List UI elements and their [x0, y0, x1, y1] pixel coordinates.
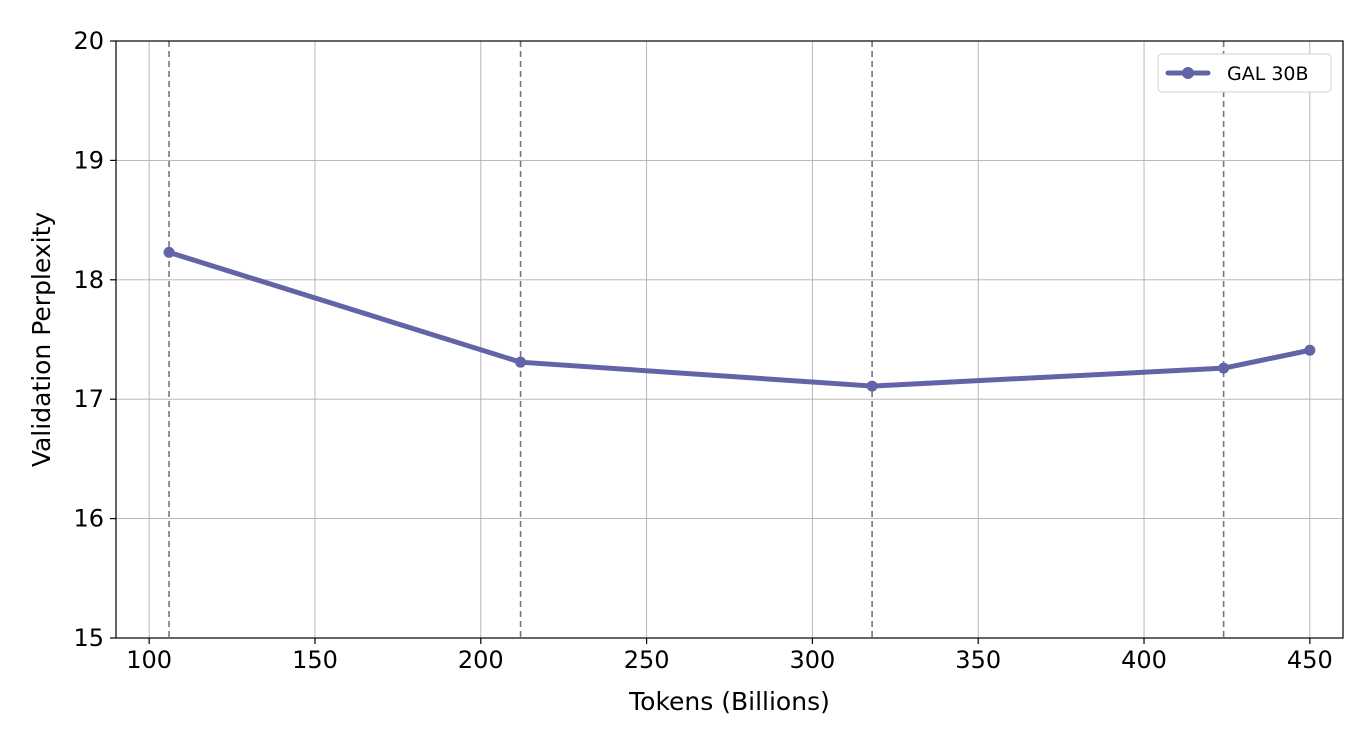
y-tick-label-2: 17: [73, 385, 104, 413]
x-tick-label-4: 300: [789, 646, 835, 674]
x-axis-title: Tokens (Billions): [628, 687, 830, 716]
data-point-0: [163, 246, 175, 258]
y-tick-label-0: 15: [73, 624, 104, 652]
plot-frame: [115, 40, 1344, 639]
x-tick-label-6: 400: [1121, 646, 1167, 674]
x-axis-ticks: 100 150 200 250 300 350 400 450: [126, 638, 1333, 674]
y-tick-label-4: 19: [73, 146, 104, 174]
x-tick-label-3: 250: [624, 646, 670, 674]
legend-marker-swatch: [1182, 67, 1194, 79]
data-point-1: [515, 356, 527, 368]
y-axis-title: Validation Perplexity: [27, 212, 56, 468]
data-point-2: [866, 380, 878, 392]
x-tick-label-7: 450: [1287, 646, 1333, 674]
y-axis-ticks: 15 16 17 18 19 20: [73, 27, 116, 652]
y-tick-label-1: 16: [73, 505, 104, 533]
legend-label: GAL 30B: [1227, 63, 1309, 85]
legend-box: [1157, 53, 1332, 93]
y-tick-label-5: 20: [73, 27, 104, 55]
data-point-4: [1304, 344, 1316, 356]
legend: GAL 30B: [1157, 53, 1332, 93]
y-tick-label-3: 18: [73, 266, 104, 294]
data-point-3: [1218, 362, 1230, 374]
x-tick-label-5: 350: [955, 646, 1001, 674]
x-tick-label-0: 100: [126, 646, 172, 674]
series-layer: [163, 246, 1316, 392]
x-tick-label-1: 150: [292, 646, 338, 674]
x-tick-label-2: 200: [458, 646, 504, 674]
